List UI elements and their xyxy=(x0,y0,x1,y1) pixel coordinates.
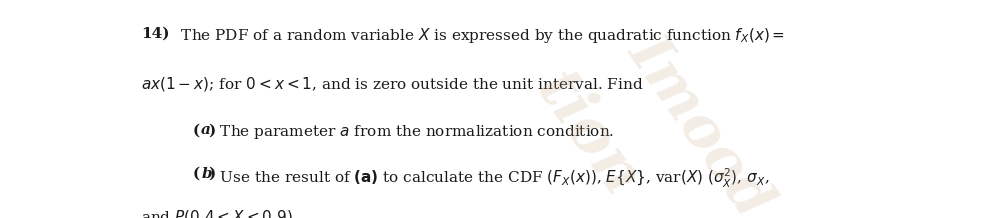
Text: a: a xyxy=(201,123,211,137)
Text: and $P(0.4 < X < 0.9)$.: and $P(0.4 < X < 0.9)$. xyxy=(141,208,298,218)
Text: The parameter $a$ from the normalization condition.: The parameter $a$ from the normalization… xyxy=(215,123,614,141)
Text: ): ) xyxy=(208,123,215,137)
Text: $ax(1 - x)$; for $0 < x < 1$, and is zero outside the unit interval. Find: $ax(1 - x)$; for $0 < x < 1$, and is zer… xyxy=(141,75,644,93)
Text: b: b xyxy=(201,167,212,181)
Text: ): ) xyxy=(208,167,215,181)
Text: The PDF of a random variable $X$ is expressed by the quadratic function $f_X(x) : The PDF of a random variable $X$ is expr… xyxy=(176,26,785,45)
Text: (: ( xyxy=(192,167,199,181)
Text: tion: tion xyxy=(523,62,651,208)
Text: Imood: Imood xyxy=(617,25,783,218)
Text: 14): 14) xyxy=(141,26,170,40)
Text: (: ( xyxy=(192,123,199,137)
Text: Use the result of $\mathbf{(a)}$ to calculate the CDF $(F_X(x))$, $E\{X\}$, var$: Use the result of $\mathbf{(a)}$ to calc… xyxy=(215,167,769,190)
